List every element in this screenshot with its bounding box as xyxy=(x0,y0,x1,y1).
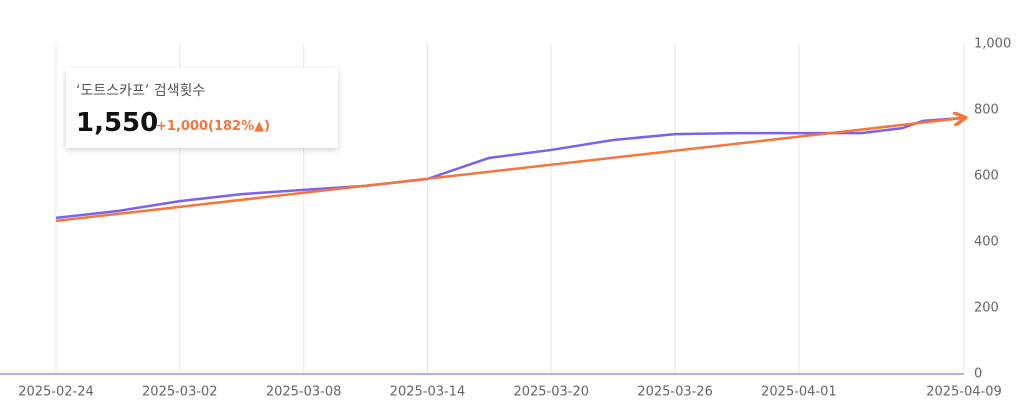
y-tick-label: 200 xyxy=(974,301,999,316)
info-box: ‘도트스카프’ 검색횟수 1,550 +1,000(182%▲) xyxy=(66,68,338,148)
x-tick-label: 2025-04-01 xyxy=(761,385,837,400)
y-tick-label: 400 xyxy=(974,235,999,250)
y-tick-label: 800 xyxy=(974,103,999,118)
line-series xyxy=(55,116,965,220)
info-value: 1,550 xyxy=(76,108,159,138)
x-tick-label: 2025-04-09 xyxy=(926,385,1002,400)
y-tick-label: 1,000 xyxy=(974,37,1011,52)
line-series xyxy=(55,118,964,223)
info-change: +1,000(182%▲) xyxy=(156,119,271,134)
x-tick-label: 2025-03-14 xyxy=(390,385,466,400)
x-tick-label: 2025-02-24 xyxy=(18,385,94,400)
x-tick-label: 2025-03-08 xyxy=(266,385,342,400)
x-tick-label: 2025-03-02 xyxy=(142,385,218,400)
x-tick-label: 2025-03-20 xyxy=(513,385,589,400)
info-label: ‘도트스카프’ 검색횟수 xyxy=(76,83,206,99)
x-tick-label: 2025-03-26 xyxy=(637,385,713,400)
y-tick-label: 600 xyxy=(974,169,999,184)
y-tick-label: 0 xyxy=(974,367,982,382)
